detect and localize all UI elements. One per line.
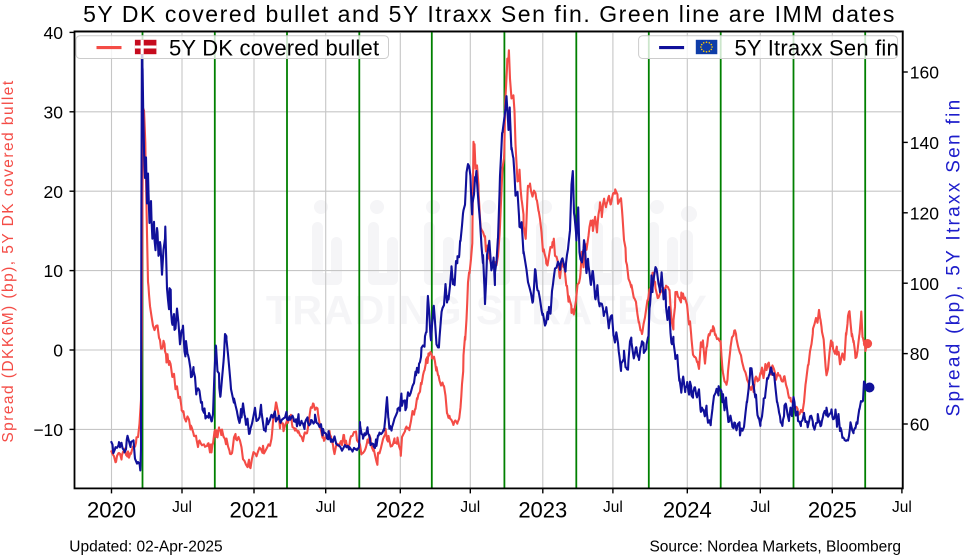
svg-text:5Y DK covered bullet: 5Y DK covered bullet (169, 36, 379, 61)
svg-text:2021: 2021 (230, 498, 279, 523)
svg-text:Source: Nordea Markets, Bloomb: Source: Nordea Markets, Bloomberg (649, 539, 901, 556)
svg-text:Jul: Jul (172, 499, 192, 516)
svg-text:120: 120 (910, 203, 939, 223)
svg-text:140: 140 (910, 133, 939, 153)
svg-text:TRADING STRATEGY: TRADING STRATEGY (266, 287, 708, 333)
svg-text:2025: 2025 (808, 498, 857, 523)
svg-text:10: 10 (44, 261, 64, 281)
svg-text:Spread (DKK6M) (bp), 5Y DK cov: Spread (DKK6M) (bp), 5Y DK covered bulle… (0, 79, 17, 442)
svg-text:2024: 2024 (663, 498, 712, 523)
svg-text:5Y Itraxx Sen fin: 5Y Itraxx Sen fin (735, 36, 899, 61)
svg-text:100: 100 (910, 274, 939, 294)
svg-text:Jul: Jul (750, 499, 770, 516)
svg-text:Jul: Jul (892, 499, 912, 516)
svg-text:2022: 2022 (376, 498, 425, 523)
svg-text:Spread (bp), 5Y Itraxx Sen fin: Spread (bp), 5Y Itraxx Sen fin (944, 98, 965, 417)
svg-text:Jul: Jul (603, 499, 623, 516)
svg-text:Jul: Jul (316, 499, 336, 516)
svg-text:60: 60 (910, 415, 930, 435)
svg-text:20: 20 (44, 182, 64, 202)
svg-text:2023: 2023 (518, 498, 567, 523)
svg-text:40: 40 (44, 23, 64, 43)
svg-text:Updated: 02-Apr-2025: Updated: 02-Apr-2025 (69, 539, 222, 556)
svg-text:5Y DK covered bullet and 5Y It: 5Y DK covered bullet and 5Y Itraxx Sen f… (83, 1, 896, 27)
svg-text:Jul: Jul (460, 499, 480, 516)
svg-text:−10: −10 (33, 420, 63, 440)
svg-text:160: 160 (910, 63, 939, 83)
svg-text:2020: 2020 (87, 498, 136, 523)
svg-text:30: 30 (44, 102, 64, 122)
svg-text:0: 0 (53, 341, 63, 361)
svg-text:80: 80 (910, 344, 930, 364)
